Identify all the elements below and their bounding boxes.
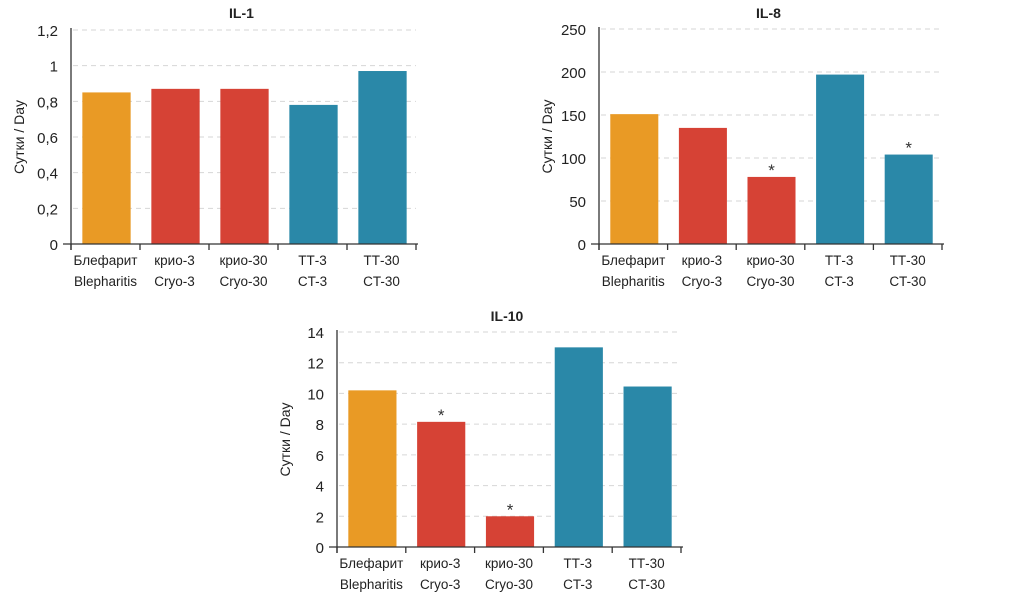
bar-ct-3 <box>816 74 865 244</box>
bar-cryo-3 <box>151 88 200 244</box>
bar-ct-3 <box>289 104 338 245</box>
x-tick-label: CT-3 <box>563 577 592 592</box>
x-tick-label: Blepharitis <box>340 577 403 592</box>
bar-blepharitis <box>610 114 659 244</box>
y-tick-label: 150 <box>561 108 586 125</box>
significance-marker: * <box>768 161 775 180</box>
x-tick-label: крио-3 <box>154 253 194 268</box>
x-tick-label: крио-3 <box>420 556 460 571</box>
y-tick-label: 2 <box>316 509 324 526</box>
bar-blepharitis <box>82 92 131 245</box>
x-tick-label: ТТ-30 <box>890 253 926 268</box>
y-tick-label: 14 <box>307 325 324 342</box>
x-tick-label: ТТ-3 <box>298 253 327 268</box>
x-tick-label: CT-30 <box>628 577 665 592</box>
chart-il1: 0 0,2 0,4 0,6 0,8 1 1,2 Блефарит Blepharitis крио… <box>11 5 418 289</box>
x-tick-label: Cryo-3 <box>420 577 461 592</box>
y-axis-label: Сутки / Day <box>277 402 293 476</box>
x-tick-label: CT-3 <box>824 274 853 289</box>
x-tick-label: Cryo-30 <box>219 274 267 289</box>
y-tick-label: 12 <box>307 356 324 373</box>
bar-cryo-3 <box>678 127 727 244</box>
x-tick-label: Cryo-30 <box>485 577 533 592</box>
bar-ct-3 <box>554 347 603 547</box>
y-tick-label: 50 <box>569 194 586 211</box>
chart-title: IL-8 <box>756 5 781 21</box>
x-tick-label: крио-30 <box>220 253 268 268</box>
x-tick-label: CT-3 <box>298 274 327 289</box>
x-tick-label: Cryo-3 <box>682 274 723 289</box>
bar-ct-30 <box>884 154 933 244</box>
x-tick-label: Cryo-30 <box>746 274 794 289</box>
x-tick-label: Блефарит <box>601 253 665 268</box>
y-tick-label: 200 <box>561 65 586 82</box>
y-tick-label: 6 <box>316 448 324 465</box>
bar-ct-30 <box>358 71 407 245</box>
bar-cryo-30 <box>220 88 269 244</box>
x-tick-label: крио-3 <box>682 253 722 268</box>
significance-marker: * <box>438 406 445 425</box>
y-tick-label: 250 <box>561 22 586 39</box>
y-tick-label: 8 <box>316 417 324 434</box>
x-tick-label: CT-30 <box>363 274 400 289</box>
bar-cryo-3 <box>417 421 466 547</box>
y-tick-label: 100 <box>561 151 586 168</box>
x-tick-label: Блефарит <box>339 556 403 571</box>
x-tick-label: Blepharitis <box>74 274 137 289</box>
y-axis-label: Сутки / Day <box>539 99 555 173</box>
x-tick-label: крио-30 <box>485 556 533 571</box>
y-tick-label: 0,8 <box>37 94 58 111</box>
x-tick-label: ТТ-30 <box>363 253 399 268</box>
y-tick-label: 0,6 <box>37 130 58 147</box>
y-tick-label: 0 <box>50 237 58 254</box>
chart-il10: * * 0 2 4 6 8 10 12 14 Блефарит Blepharitis крио-3 Cr… <box>277 308 683 592</box>
y-tick-label: 0 <box>316 540 324 557</box>
y-tick-label: 0 <box>578 237 586 254</box>
chart-il8: * * 0 50 100 150 200 250 Блефарит Blepharitis крио… <box>539 5 944 289</box>
x-tick-label: Blepharitis <box>602 274 665 289</box>
y-tick-label: 4 <box>316 479 324 496</box>
y-axis-label: Сутки / Day <box>11 100 27 174</box>
x-tick-label: крио-30 <box>747 253 795 268</box>
significance-marker: * <box>905 139 912 158</box>
y-tick-label: 0,2 <box>37 201 58 218</box>
x-tick-label: ТТ-3 <box>564 556 593 571</box>
bar-cryo-30 <box>485 516 535 547</box>
chart-title: IL-10 <box>491 308 524 324</box>
y-tick-label: 1,2 <box>37 23 58 40</box>
bar-cryo-30 <box>747 176 796 244</box>
y-tick-label: 0,4 <box>37 166 58 183</box>
x-tick-label: Cryo-3 <box>154 274 195 289</box>
bar-ct-30 <box>623 386 672 547</box>
x-tick-label: ТТ-3 <box>825 253 854 268</box>
y-tick-label: 1 <box>50 59 58 76</box>
x-tick-label: Блефарит <box>74 253 138 268</box>
y-tick-label: 10 <box>307 386 324 403</box>
x-tick-label: CT-30 <box>889 274 926 289</box>
significance-marker: * <box>507 500 514 519</box>
bar-blepharitis <box>348 390 397 547</box>
chart-title: IL-1 <box>229 5 254 21</box>
x-tick-label: ТТ-30 <box>629 556 665 571</box>
